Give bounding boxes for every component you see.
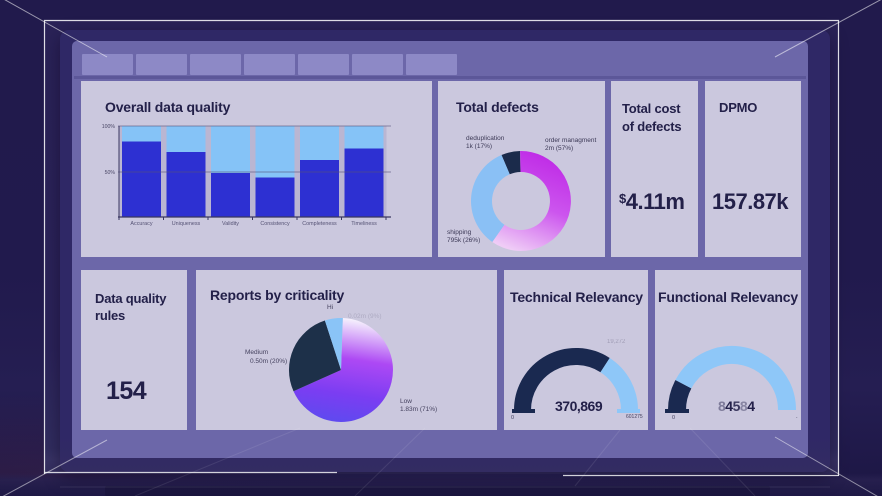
svg-text:2m (57%): 2m (57%) [545, 145, 573, 152]
svg-text:Timeliness: Timeliness [351, 221, 377, 227]
svg-text:Consistency: Consistency [260, 221, 290, 227]
svg-text:Completeness: Completeness [302, 221, 337, 227]
svg-text:1k (17%): 1k (17%) [466, 143, 492, 150]
svg-text:1.83m (71%): 1.83m (71%) [400, 406, 437, 413]
svg-text:order managment: order managment [545, 137, 596, 144]
svg-text:Hi: Hi [327, 304, 333, 311]
svg-text:shipping: shipping [447, 229, 472, 236]
svg-text:100%: 100% [102, 124, 116, 130]
svg-text:Accuracy: Accuracy [130, 221, 152, 227]
svg-text:795k (26%): 795k (26%) [447, 237, 480, 244]
svg-text:deduplication: deduplication [466, 135, 505, 142]
svg-text:Medium: Medium [245, 349, 268, 356]
svg-text:50%: 50% [105, 170, 116, 176]
svg-text:0.50m (20%): 0.50m (20%) [250, 358, 287, 365]
svg-text:0.02m (9%): 0.02m (9%) [348, 313, 382, 320]
svg-text:601275: 601275 [626, 414, 643, 420]
svg-text:Low: Low [400, 398, 412, 405]
svg-text:.: . [796, 414, 798, 420]
svg-text:0: 0 [511, 415, 514, 421]
svg-text:19,272: 19,272 [607, 339, 626, 345]
svg-text:Uniqueness: Uniqueness [172, 221, 201, 227]
svg-text:0: 0 [672, 415, 675, 421]
svg-text:Validity: Validity [222, 221, 239, 227]
